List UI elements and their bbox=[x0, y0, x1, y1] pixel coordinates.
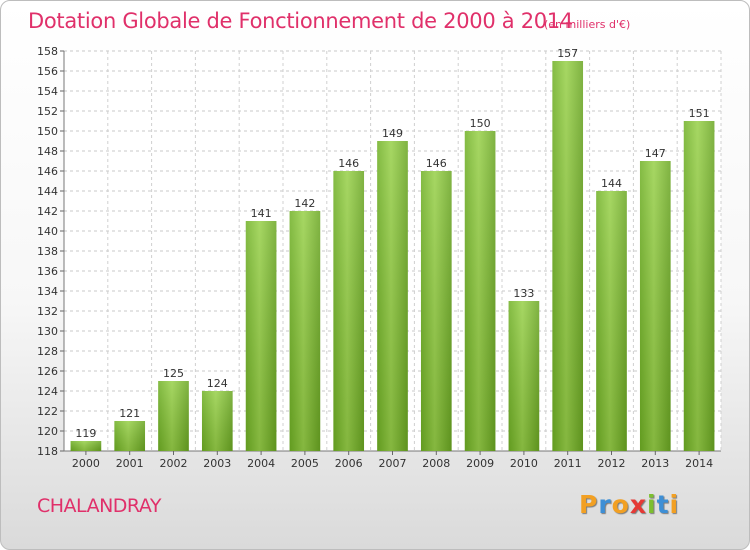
data-label-2008: 146 bbox=[426, 157, 447, 170]
x-tick-label-2004: 2004 bbox=[247, 457, 275, 470]
x-tick-label-2014: 2014 bbox=[685, 457, 713, 470]
y-tick-label: 136 bbox=[37, 265, 58, 278]
x-tick-label-2007: 2007 bbox=[379, 457, 407, 470]
commune-name: CHALANDRAY bbox=[37, 495, 161, 517]
bar-shade-2003 bbox=[201, 391, 233, 451]
y-tick-label: 146 bbox=[37, 165, 58, 178]
chart-title: Dotation Globale de Fonctionnement de 20… bbox=[28, 9, 573, 33]
logo-letter: x bbox=[629, 490, 647, 519]
y-tick-label: 156 bbox=[37, 65, 58, 78]
bar-shade-2010 bbox=[508, 301, 540, 451]
x-tick-label-2008: 2008 bbox=[422, 457, 450, 470]
y-tick-label: 148 bbox=[37, 145, 58, 158]
bar-shade-2012 bbox=[596, 191, 627, 451]
y-tick-label: 142 bbox=[37, 205, 58, 218]
x-tick-label-2010: 2010 bbox=[510, 457, 538, 470]
x-tick-label-2013: 2013 bbox=[641, 457, 669, 470]
logo-letter: t bbox=[656, 490, 670, 519]
y-tick-label: 158 bbox=[37, 45, 58, 58]
x-tick-label-2011: 2011 bbox=[554, 457, 582, 470]
data-label-2005: 142 bbox=[294, 197, 315, 210]
y-tick-label: 126 bbox=[37, 365, 58, 378]
bar-shade-2011 bbox=[552, 61, 584, 451]
y-tick-label: 154 bbox=[37, 85, 58, 98]
y-tick-label: 130 bbox=[37, 325, 58, 338]
bar-shade-2009 bbox=[464, 131, 496, 451]
bar-shade-2006 bbox=[333, 171, 365, 451]
y-tick-label: 128 bbox=[37, 345, 58, 358]
bar-shade-2001 bbox=[114, 421, 146, 451]
data-label-2012: 144 bbox=[601, 177, 622, 190]
logo-letter: P bbox=[579, 490, 599, 519]
label-layer: 118 120 122 124 126 128 130 132 134 136 138 140 142 1… bbox=[37, 45, 713, 470]
data-label-2002: 125 bbox=[163, 367, 184, 380]
bar-shade-2004 bbox=[245, 221, 277, 451]
logo-letter: o bbox=[611, 490, 630, 519]
y-tick-label: 152 bbox=[37, 105, 58, 118]
bar-shade-2002 bbox=[158, 381, 189, 451]
x-tick-label-2012: 2012 bbox=[598, 457, 626, 470]
y-tick-label: 140 bbox=[37, 225, 58, 238]
y-tick-label: 132 bbox=[37, 305, 58, 318]
y-tick-label: 118 bbox=[37, 445, 58, 458]
x-tick-label-2009: 2009 bbox=[466, 457, 494, 470]
x-tick-label-2002: 2002 bbox=[160, 457, 188, 470]
data-label-2003: 124 bbox=[207, 377, 228, 390]
data-label-2007: 149 bbox=[382, 127, 403, 140]
data-label-2014: 151 bbox=[689, 107, 710, 120]
y-tick-label: 150 bbox=[37, 125, 58, 138]
bar-shade-2005 bbox=[289, 211, 321, 451]
data-label-2006: 146 bbox=[338, 157, 359, 170]
x-tick-label-2006: 2006 bbox=[335, 457, 363, 470]
logo-letter: i bbox=[669, 490, 680, 519]
bar-shade-2008 bbox=[420, 171, 452, 451]
data-label-2013: 147 bbox=[645, 147, 666, 160]
data-label-2001: 121 bbox=[119, 407, 140, 420]
x-tick-label-2000: 2000 bbox=[72, 457, 100, 470]
y-tick-label: 120 bbox=[37, 425, 58, 438]
proxiti-logo: Proxiti bbox=[579, 490, 679, 519]
logo-letter: i bbox=[647, 490, 657, 519]
bar-shade-2007 bbox=[377, 141, 408, 451]
bar-shade-2000 bbox=[70, 441, 102, 451]
y-tick-label: 122 bbox=[37, 405, 58, 418]
bar-shade-2014 bbox=[683, 121, 715, 451]
bar-shade-2013 bbox=[639, 161, 671, 451]
x-tick-label-2001: 2001 bbox=[116, 457, 144, 470]
logo-letter: r bbox=[598, 490, 612, 519]
y-tick-label: 124 bbox=[37, 385, 58, 398]
y-tick-label: 144 bbox=[37, 185, 58, 198]
bar-layer bbox=[70, 61, 715, 451]
data-label-2010: 133 bbox=[513, 287, 534, 300]
data-label-2009: 150 bbox=[470, 117, 491, 130]
data-label-2000: 119 bbox=[75, 427, 96, 440]
y-tick-label: 134 bbox=[37, 285, 58, 298]
x-tick-label-2005: 2005 bbox=[291, 457, 319, 470]
chart-subtitle: (en milliers d'€) bbox=[544, 18, 631, 31]
x-tick-label-2003: 2003 bbox=[203, 457, 231, 470]
data-label-2004: 141 bbox=[251, 207, 272, 220]
data-label-2011: 157 bbox=[557, 47, 578, 60]
y-tick-label: 138 bbox=[37, 245, 58, 258]
